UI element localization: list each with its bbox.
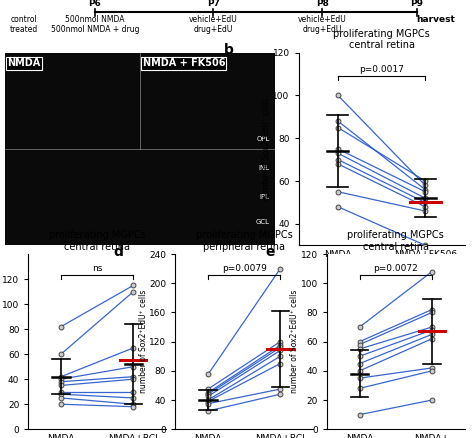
Text: P7: P7	[207, 0, 220, 8]
Text: control
treated: control treated	[9, 15, 38, 34]
Title: proliferating MGPCs
peripheral retina: proliferating MGPCs peripheral retina	[196, 230, 292, 252]
Text: NMDA + FK506: NMDA + FK506	[143, 58, 225, 68]
Text: d: d	[113, 245, 123, 259]
Y-axis label: number of Sox2⁺EdU⁺ cells: number of Sox2⁺EdU⁺ cells	[0, 290, 1, 393]
Text: INL: INL	[258, 165, 270, 171]
Title: proliferating MGPCs
central retina: proliferating MGPCs central retina	[49, 230, 146, 252]
Title: proliferating MGPCs
central retina: proliferating MGPCs central retina	[333, 29, 430, 50]
Text: e: e	[265, 245, 275, 259]
Text: ns: ns	[92, 264, 102, 273]
Y-axis label: number of Sox2⁺EdU⁺ cells: number of Sox2⁺EdU⁺ cells	[291, 290, 300, 393]
Text: vehicle+EdU
drug+EdU: vehicle+EdU drug+EdU	[298, 15, 346, 34]
Text: NMDA: NMDA	[8, 58, 41, 68]
Text: vehicle+EdU
drug+EdU: vehicle+EdU drug+EdU	[189, 15, 237, 34]
Text: p=0.0072: p=0.0072	[374, 264, 418, 273]
Y-axis label: number of Sox2⁺EdU⁺ cells: number of Sox2⁺EdU⁺ cells	[262, 97, 271, 201]
Text: P6: P6	[88, 0, 101, 8]
Text: 500nmol NMDA
500nmol NMDA + drug: 500nmol NMDA 500nmol NMDA + drug	[51, 15, 139, 34]
Text: IPL: IPL	[260, 194, 270, 200]
Text: p=0.0079: p=0.0079	[222, 264, 266, 273]
Text: p=0.0017: p=0.0017	[359, 65, 404, 74]
Text: OPL: OPL	[256, 136, 270, 142]
Text: harvest: harvest	[417, 15, 456, 24]
Text: b: b	[224, 43, 234, 57]
Text: P9: P9	[410, 0, 424, 8]
Text: P8: P8	[316, 0, 329, 8]
Title: proliferating MGPCs
central retina: proliferating MGPCs central retina	[347, 230, 444, 252]
Text: GCL: GCL	[255, 219, 270, 225]
Y-axis label: number of Sox2⁺EdU⁺ cells: number of Sox2⁺EdU⁺ cells	[139, 290, 148, 393]
